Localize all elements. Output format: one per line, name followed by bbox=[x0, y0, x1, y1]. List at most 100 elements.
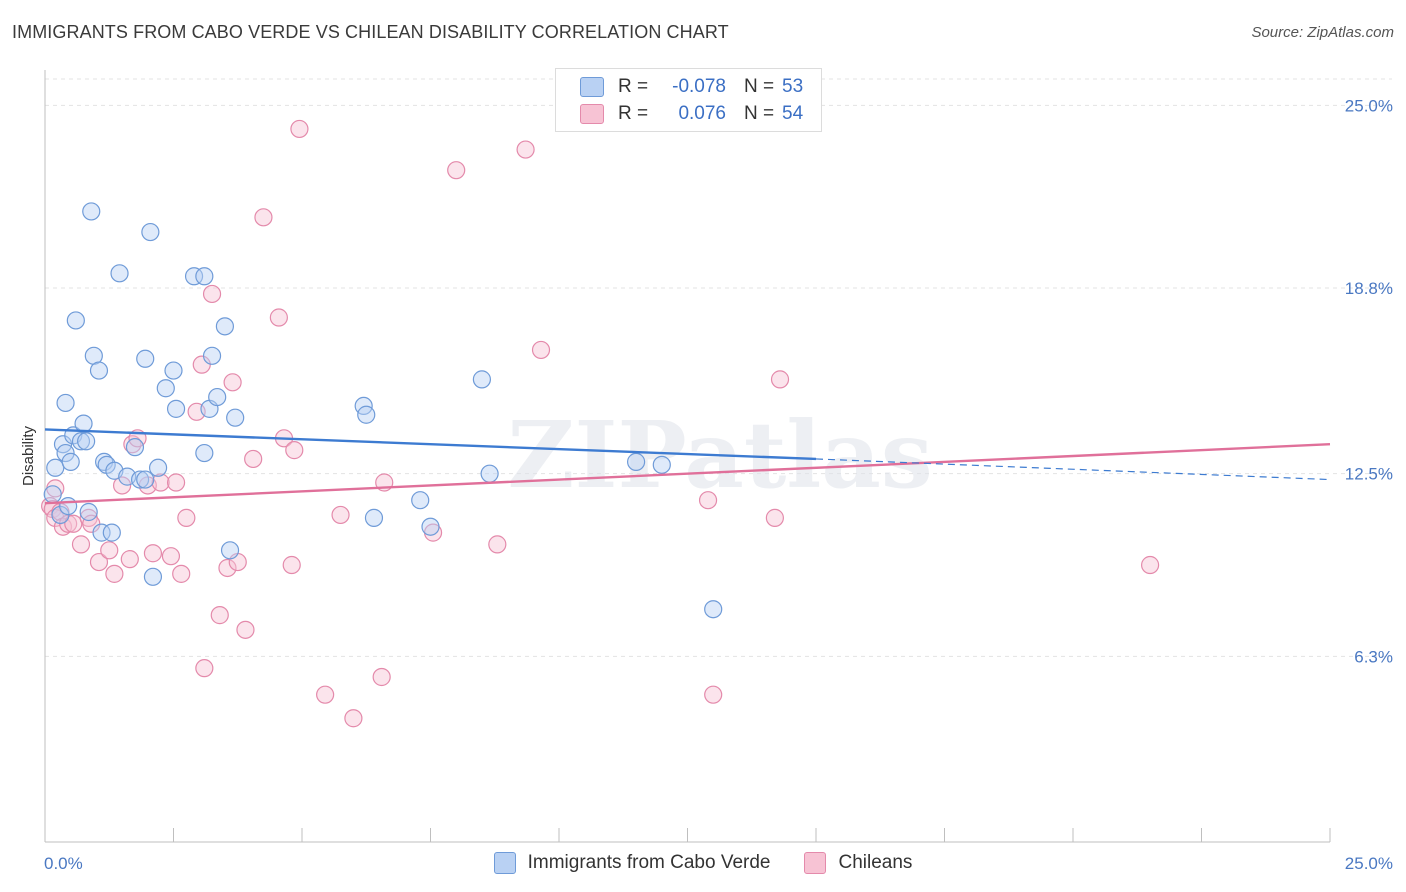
data-point-cabo-verde bbox=[202, 346, 222, 365]
r-value: -0.078 bbox=[672, 76, 726, 97]
data-point-chileans bbox=[53, 517, 73, 536]
data-point-cabo-verde bbox=[166, 399, 186, 418]
grid-lines bbox=[45, 78, 1392, 657]
y-tick-label: 18.8% bbox=[1345, 279, 1393, 298]
data-point-cabo-verde bbox=[79, 502, 98, 522]
data-point-cabo-verde bbox=[208, 387, 227, 407]
data-point-chileans bbox=[770, 370, 790, 389]
data-point-chileans bbox=[236, 620, 255, 639]
data-point-chileans bbox=[1140, 555, 1160, 575]
data-point-cabo-verde bbox=[195, 443, 214, 463]
data-point-cabo-verde bbox=[130, 470, 150, 489]
data-point-cabo-verde bbox=[411, 491, 430, 510]
data-point-cabo-verde bbox=[82, 202, 101, 221]
n-value: 54 bbox=[782, 103, 804, 124]
data-point-chileans bbox=[331, 505, 350, 525]
r-label: R = bbox=[618, 103, 649, 124]
data-point-cabo-verde bbox=[164, 361, 183, 380]
data-point-cabo-verde bbox=[215, 317, 234, 336]
trend-line-cabo-verde bbox=[44, 428, 817, 461]
data-point-chileans bbox=[704, 685, 723, 704]
trend-line-chileans bbox=[44, 443, 1331, 505]
data-point-cabo-verde bbox=[148, 458, 168, 477]
data-point-chileans bbox=[282, 555, 301, 575]
data-point-cabo-verde bbox=[92, 523, 111, 542]
legend-row-cabo-verde: R = -0.078 N = 53 bbox=[580, 74, 803, 100]
legend-swatch-blue bbox=[580, 77, 604, 97]
data-point-chileans bbox=[372, 667, 391, 687]
data-point-cabo-verde bbox=[472, 370, 491, 389]
data-point-cabo-verde bbox=[110, 264, 129, 283]
legend-item-cabo-verde: Immigrants from Cabo Verde bbox=[493, 852, 771, 874]
data-point-cabo-verde bbox=[704, 600, 723, 619]
data-point-cabo-verde bbox=[102, 523, 121, 542]
correlation-legend: R = -0.078 N = 53 R = 0.076 N = 54 bbox=[555, 68, 822, 132]
data-point-chileans bbox=[123, 435, 142, 454]
data-point-cabo-verde bbox=[46, 458, 65, 477]
series-chileans bbox=[41, 119, 1160, 728]
data-point-chileans bbox=[285, 441, 304, 460]
data-point-chileans bbox=[244, 449, 263, 469]
data-point-cabo-verde bbox=[89, 361, 109, 380]
r-value: 0.076 bbox=[678, 103, 726, 124]
data-point-chileans bbox=[269, 308, 288, 327]
data-point-chileans bbox=[344, 709, 363, 728]
data-point-cabo-verde bbox=[220, 541, 240, 560]
data-point-cabo-verde bbox=[156, 379, 175, 398]
data-point-cabo-verde bbox=[136, 470, 155, 489]
data-point-chileans bbox=[112, 476, 132, 495]
data-point-chileans bbox=[516, 140, 535, 159]
data-point-cabo-verde bbox=[136, 349, 155, 368]
data-point-chileans bbox=[290, 119, 309, 139]
data-point-cabo-verde bbox=[364, 508, 384, 527]
data-point-cabo-verde bbox=[71, 432, 91, 451]
data-point-cabo-verde bbox=[56, 443, 75, 463]
data-point-cabo-verde bbox=[59, 496, 78, 516]
data-point-chileans bbox=[223, 373, 242, 392]
y-tick-label: 12.5% bbox=[1345, 465, 1393, 484]
tick-labels: 6.3% 12.5% 18.8% 25.0% 0.0% 25.0% bbox=[44, 96, 1393, 873]
data-point-chileans bbox=[698, 491, 718, 510]
data-point-cabo-verde bbox=[357, 405, 376, 424]
data-point-chileans bbox=[254, 208, 273, 227]
n-value: 53 bbox=[782, 76, 804, 97]
x-tick-label: 0.0% bbox=[44, 854, 83, 873]
legend-swatch-blue bbox=[493, 852, 516, 874]
data-point-cabo-verde bbox=[652, 455, 671, 474]
data-point-chileans bbox=[105, 564, 124, 583]
data-point-cabo-verde bbox=[143, 567, 163, 586]
data-point-chileans bbox=[202, 284, 222, 304]
data-point-chileans bbox=[447, 161, 466, 180]
y-tick-label: 6.3% bbox=[1354, 647, 1393, 666]
r-label: R = bbox=[618, 76, 649, 97]
legend-label: Immigrants from Cabo Verde bbox=[527, 852, 771, 873]
data-point-chileans bbox=[765, 508, 784, 527]
data-point-cabo-verde bbox=[66, 311, 85, 330]
data-point-cabo-verde bbox=[421, 517, 440, 536]
y-axis-label: Disability bbox=[20, 425, 37, 486]
data-point-chileans bbox=[195, 659, 214, 678]
data-point-cabo-verde bbox=[56, 393, 75, 413]
data-point-cabo-verde bbox=[480, 464, 499, 483]
chart-title: IMMIGRANTS FROM CABO VERDE VS CHILEAN DI… bbox=[12, 22, 729, 42]
data-point-cabo-verde bbox=[184, 267, 204, 286]
source-label: Source: ZipAtlas.com bbox=[1251, 24, 1394, 41]
data-point-cabo-verde bbox=[226, 408, 245, 427]
x-tick-label: 25.0% bbox=[1345, 854, 1393, 873]
legend-label: Chileans bbox=[838, 852, 913, 873]
series-cabo-verde bbox=[43, 202, 723, 619]
data-point-chileans bbox=[166, 473, 186, 492]
legend-swatch-pink bbox=[804, 852, 827, 874]
data-point-chileans bbox=[161, 547, 181, 566]
data-point-chileans bbox=[89, 552, 109, 572]
trend-line-cabo-verde-extension bbox=[815, 458, 1331, 481]
data-point-chileans bbox=[177, 508, 196, 527]
data-point-chileans bbox=[210, 606, 229, 625]
legend-swatch-pink bbox=[580, 104, 604, 124]
data-point-chileans bbox=[143, 544, 163, 563]
series-legend: Immigrants from Cabo Verde Chileans bbox=[0, 852, 1406, 874]
data-point-cabo-verde bbox=[61, 452, 80, 471]
data-point-cabo-verde bbox=[77, 432, 96, 451]
data-point-cabo-verde bbox=[195, 267, 214, 286]
